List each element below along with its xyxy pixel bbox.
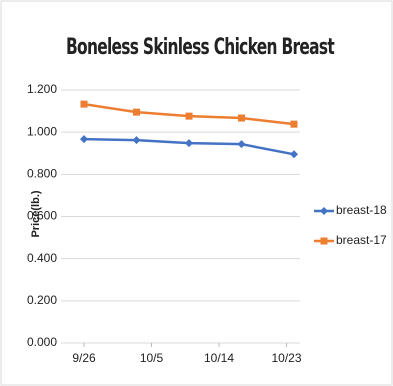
x-tick-label: 9/26	[72, 351, 96, 365]
marker	[238, 114, 245, 122]
x-tick-label: 10/14	[204, 351, 234, 365]
marker	[80, 135, 88, 144]
marker	[132, 136, 141, 145]
y-axis-label: Price(lb.)	[30, 190, 42, 237]
marker	[237, 140, 246, 149]
marker	[290, 120, 298, 128]
legend-marker	[320, 207, 328, 215]
legend-label: breast-17	[336, 233, 387, 247]
chart-title: Boneless Skinless Chicken Breast	[66, 35, 335, 60]
marker	[185, 112, 193, 120]
x-tick-label: 10/23	[271, 351, 301, 365]
marker	[80, 100, 88, 108]
y-tick-label: 0.000	[27, 335, 57, 349]
legend-label: breast-18	[336, 203, 387, 217]
marker	[133, 108, 140, 116]
y-tick-label: 1.200	[27, 82, 57, 96]
y-tick-label: 0.200	[27, 293, 57, 307]
y-tick-label: 0.800	[27, 167, 57, 181]
marker	[290, 150, 298, 159]
y-tick-label: 0.600	[27, 209, 57, 223]
marker	[185, 139, 193, 148]
y-tick-label: 1.000	[27, 124, 57, 138]
legend-marker	[320, 237, 328, 245]
y-tick-label: 0.400	[27, 251, 57, 265]
x-tick-label: 10/5	[140, 351, 164, 365]
